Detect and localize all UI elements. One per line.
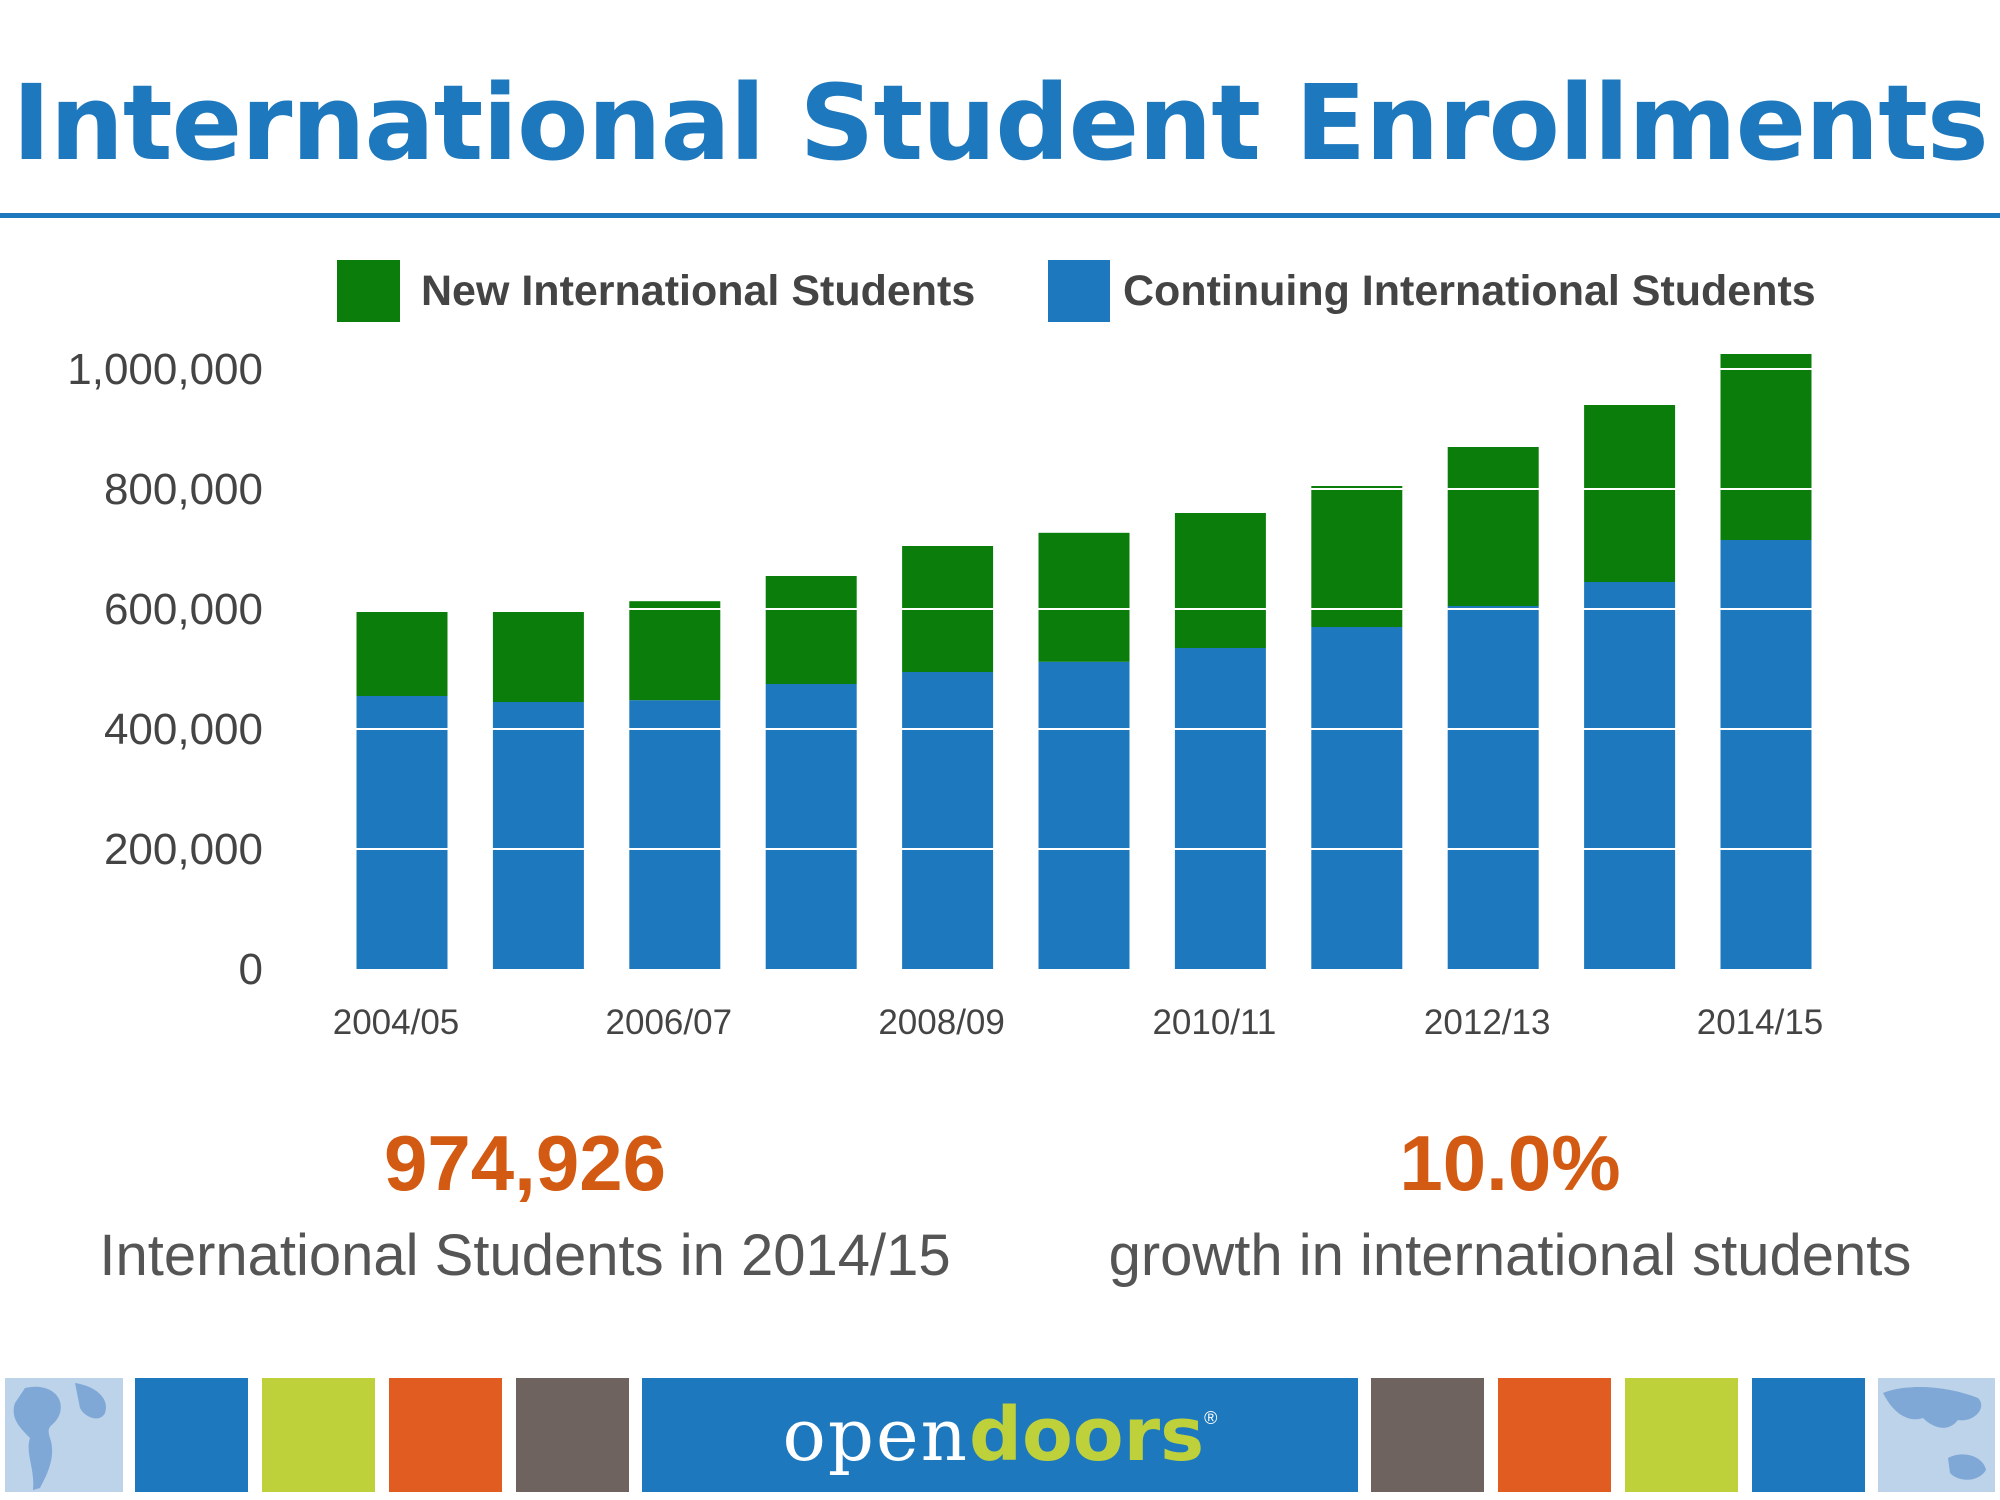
footer-banner: open doors ® — [0, 1378, 2000, 1492]
bar-new — [356, 612, 448, 696]
bar-continuing — [1720, 540, 1812, 969]
y-tick-label: 400,000 — [104, 705, 263, 754]
opendoors-logo: open doors ® — [642, 1378, 1358, 1492]
growth-label: growth in international students — [1108, 1223, 1912, 1288]
bar-continuing — [1311, 627, 1403, 969]
bar-continuing — [1584, 582, 1676, 969]
y-axis-ticks: 0 200,000 400,000 600,000 800,000 1,000,000 — [67, 345, 263, 994]
bar-new — [1038, 532, 1130, 662]
legend-label-new: New International Students — [421, 267, 975, 315]
total-students-label: International Students in 2014/15 — [99, 1223, 951, 1288]
bar-continuing — [356, 696, 448, 969]
footer-block-orange-2 — [1498, 1378, 1611, 1492]
y-tick-label: 200,000 — [104, 825, 263, 874]
logo-word-open: open — [782, 1393, 969, 1477]
bar-new — [1447, 447, 1539, 606]
bar-continuing — [1447, 606, 1539, 969]
title-divider — [0, 213, 2000, 218]
footer-block-lime-1 — [262, 1378, 375, 1492]
bar-new — [629, 601, 721, 701]
x-tick-label: 2004/05 — [333, 1003, 460, 1042]
bar-continuing — [1038, 661, 1130, 969]
footer-block-lime-2 — [1625, 1378, 1738, 1492]
footer-block-gray-1 — [516, 1378, 629, 1492]
map-americas-icon — [13, 1383, 106, 1490]
y-tick-label: 0 — [239, 945, 263, 994]
x-axis-ticks: 2004/05 2006/07 2008/09 2010/11 2012/13 2014/… — [333, 1003, 1824, 1042]
footer-block-blue-1 — [135, 1378, 248, 1492]
gridlines — [340, 368, 1830, 850]
bar-continuing — [1174, 648, 1266, 969]
growth-value: 10.0% — [1399, 1119, 1621, 1207]
bar-continuing — [492, 702, 584, 969]
enrollment-chart: New International Students Continuing In… — [67, 260, 1830, 1042]
y-tick-label: 600,000 — [104, 585, 263, 634]
bar-series — [356, 354, 1812, 969]
legend-label-continuing: Continuing International Students — [1123, 267, 1816, 315]
legend-swatch-new — [337, 260, 400, 322]
bar-new — [1584, 405, 1676, 582]
bar-new — [492, 612, 584, 702]
bar-new — [765, 576, 857, 684]
chart-legend: New International Students Continuing In… — [337, 260, 1816, 322]
logo-word-doors: doors — [968, 1392, 1205, 1478]
page-title: International Student Enrollments — [12, 62, 1989, 184]
x-tick-label: 2014/15 — [1697, 1003, 1824, 1042]
footer-block-blue-2 — [1752, 1378, 1865, 1492]
y-tick-label: 800,000 — [104, 465, 263, 514]
bar-new — [1311, 486, 1403, 627]
bar-continuing — [629, 700, 721, 969]
bar-new — [1720, 354, 1812, 540]
x-tick-label: 2012/13 — [1424, 1003, 1551, 1042]
footer-block-orange-1 — [389, 1378, 502, 1492]
footer-block-gray-2 — [1371, 1378, 1484, 1492]
world-map-right-image — [1878, 1378, 1995, 1492]
bar-continuing — [765, 684, 857, 969]
legend-swatch-continuing — [1048, 260, 1110, 322]
x-tick-label: 2006/07 — [606, 1003, 733, 1042]
bar-continuing — [902, 672, 994, 969]
y-tick-label: 1,000,000 — [67, 345, 263, 394]
world-map-left-image — [5, 1378, 123, 1492]
total-students-value: 974,926 — [384, 1119, 666, 1207]
x-tick-label: 2008/09 — [878, 1003, 1005, 1042]
map-asia-australia-icon — [1883, 1386, 1986, 1480]
logo-registered-mark: ® — [1204, 1408, 1218, 1428]
x-tick-label: 2010/11 — [1152, 1003, 1276, 1042]
bar-new — [1174, 513, 1266, 648]
